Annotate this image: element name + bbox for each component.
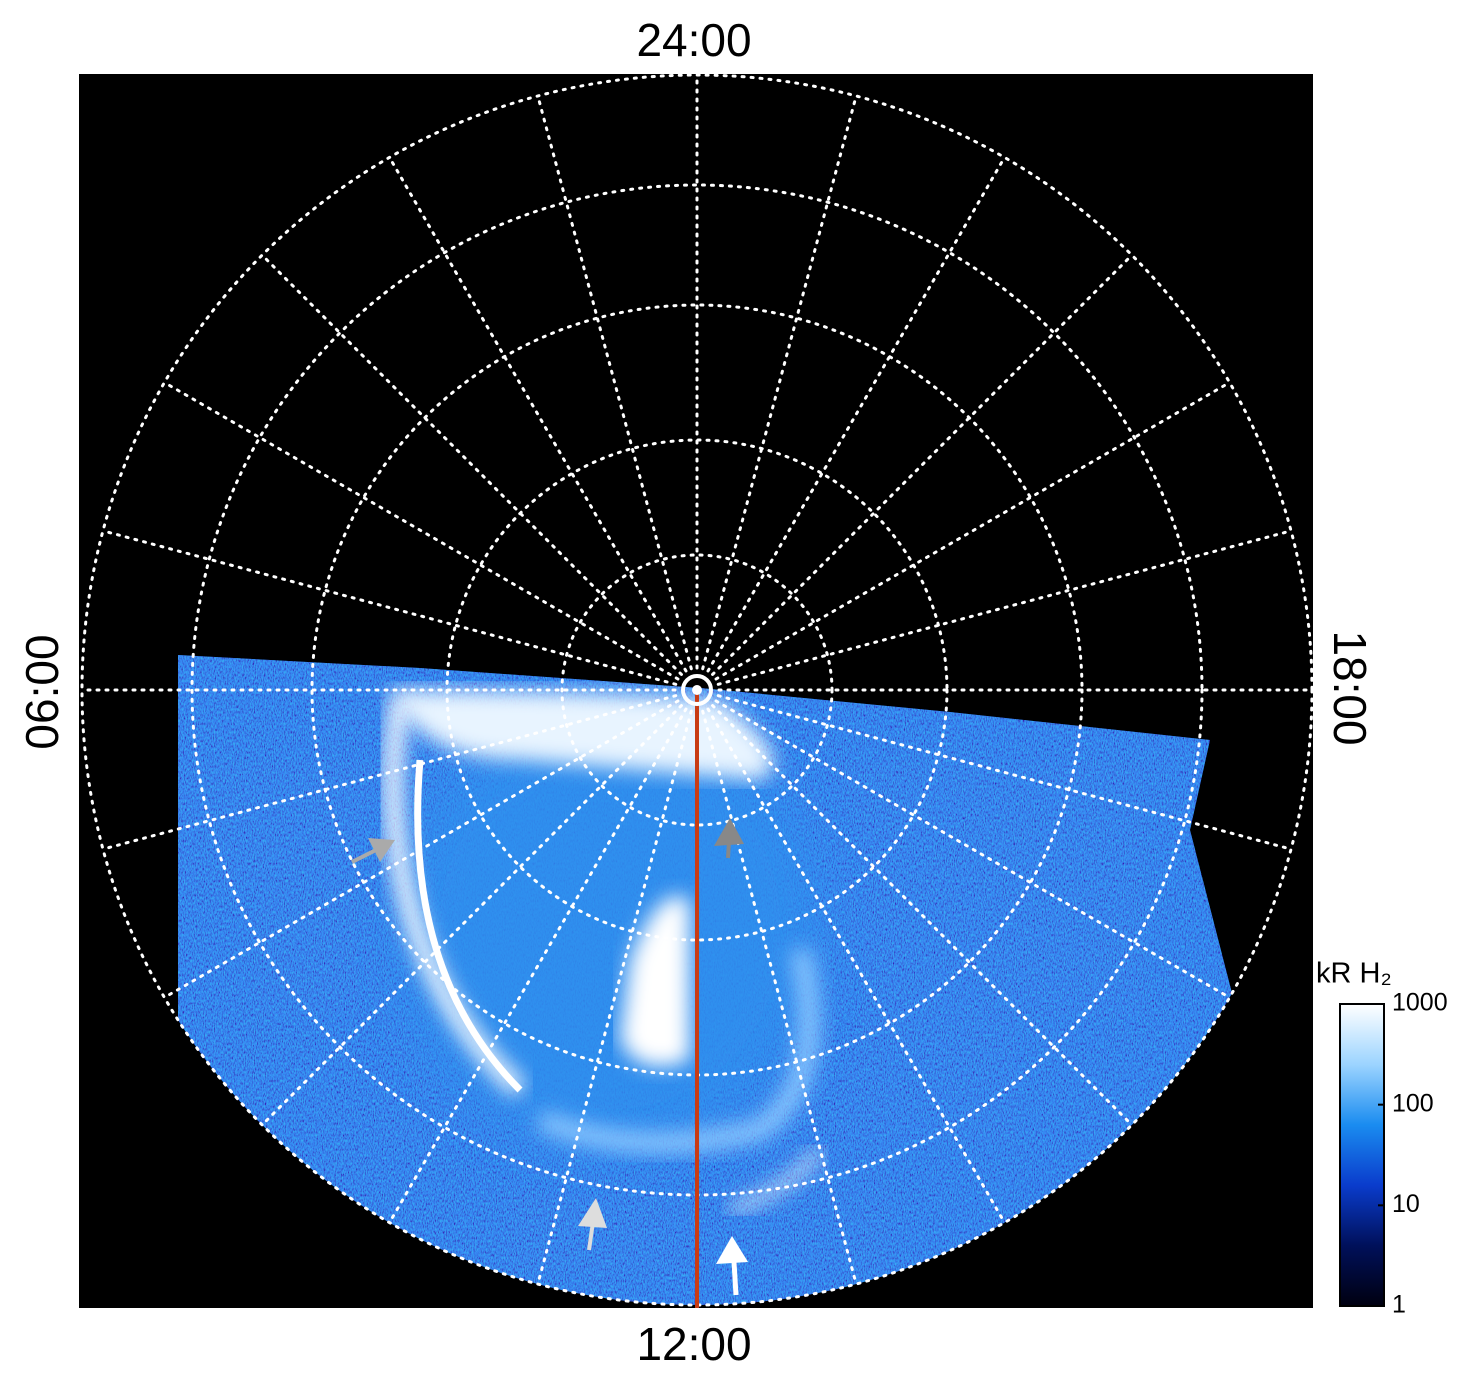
meridian-line: [711, 253, 1134, 676]
meridian-line: [701, 94, 858, 671]
pole-dot: [692, 685, 702, 695]
arrow-head: [578, 1198, 607, 1228]
meridian-line: [711, 704, 1134, 1127]
meridian-line: [388, 155, 688, 673]
colorbar: [1339, 1003, 1385, 1307]
arrow-shaft: [351, 847, 379, 864]
meridian-line: [260, 704, 683, 1127]
colorbar-label: kR H₂: [1316, 958, 1392, 990]
meridian-line: [101, 694, 678, 851]
arrows: [351, 818, 748, 1296]
latitude-circle: [560, 553, 834, 827]
arrow-shaft: [731, 1261, 739, 1296]
aurora-noon-glow: [390, 690, 774, 780]
meridian-line: [260, 253, 683, 676]
meridian-line: [701, 709, 858, 1286]
meridian-line: [536, 94, 693, 671]
meridian-line: [101, 529, 678, 686]
pole-marker: [681, 674, 713, 706]
arrow-head: [716, 1236, 748, 1264]
colorbar-tick-label: 1000: [1392, 989, 1448, 1017]
colorbar-tick-label: 100: [1392, 1089, 1434, 1117]
time-label-left: 06:00: [16, 634, 68, 749]
aurora-dawn-arc: [536, 947, 819, 1153]
colorbar-tick-label: 10: [1392, 1190, 1420, 1218]
meridian-line: [706, 707, 1006, 1225]
colorbar-tick-label: 1: [1392, 1291, 1406, 1319]
meridian-line: [706, 155, 1006, 673]
meridian-line: [162, 699, 680, 999]
meridian-line: [714, 699, 1232, 999]
meridian-line: [716, 694, 1293, 851]
meridian-line: [716, 529, 1293, 686]
arrow-head: [714, 818, 744, 846]
aurora-spot: [728, 1147, 824, 1214]
meridian-line: [388, 707, 688, 1225]
meridian-line: [536, 709, 693, 1286]
arrow-head: [368, 838, 395, 862]
time-label-right: 18:00: [1324, 630, 1376, 745]
meridian-line: [162, 381, 680, 681]
aurora-polar-glow: [400, 710, 820, 1150]
colorbar-ticks: 1 10 100 1000: [1378, 989, 1448, 1319]
time-label-top: 24:00: [636, 14, 751, 66]
time-label-bottom: 12:00: [636, 1318, 751, 1370]
meridian-line: [714, 381, 1232, 681]
